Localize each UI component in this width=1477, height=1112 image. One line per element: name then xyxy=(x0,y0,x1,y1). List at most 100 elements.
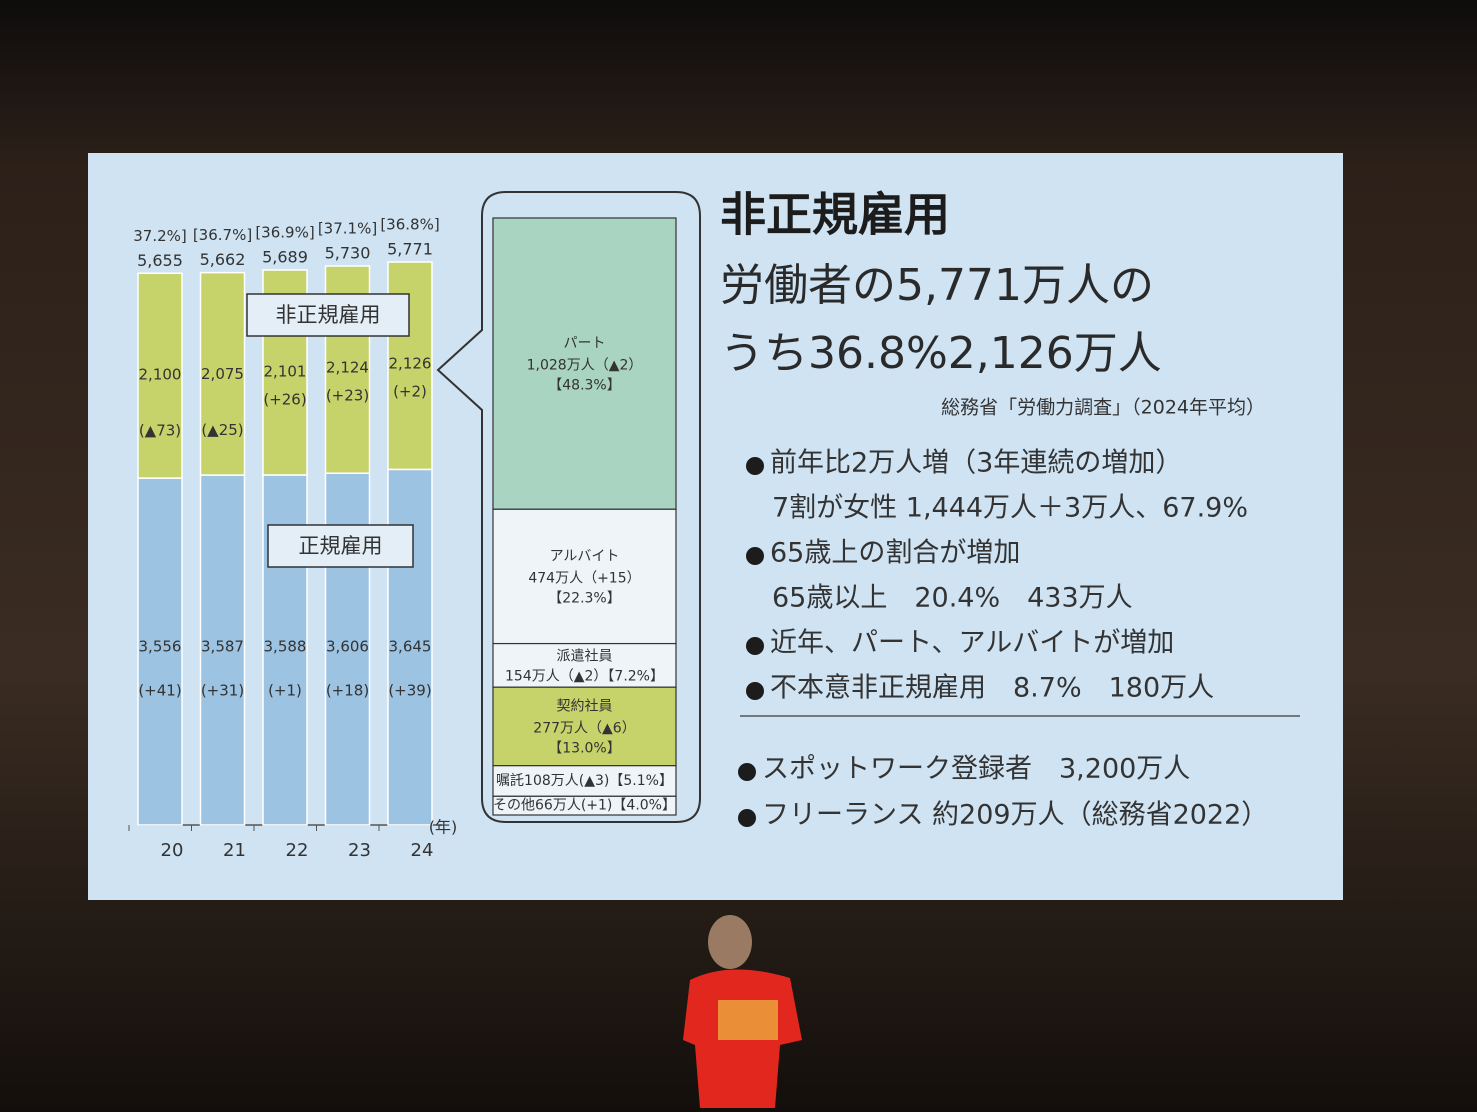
segment-label-part: 277万人（▲6） xyxy=(533,720,635,736)
segment-label-part: その他 xyxy=(493,798,535,814)
legend-label: 非正規雇用 xyxy=(276,303,381,327)
bullet-dot xyxy=(738,763,756,781)
bullet-text: 前年比2万人増（3年連続の増加） xyxy=(770,448,1182,479)
value-label: 2,100 xyxy=(139,366,182,384)
segment-label: 1,028万人（▲2） xyxy=(527,358,643,374)
segment-label-part: 154万人（▲2） xyxy=(505,668,607,684)
segment-label-part: 108万人(▲3) xyxy=(524,773,609,789)
headline: 労働者の5,771万人の xyxy=(720,260,1154,311)
segment-label-part: パート xyxy=(564,336,606,352)
speaker xyxy=(683,915,802,1108)
total-label: 5,662 xyxy=(200,250,246,269)
breakdown-segment xyxy=(492,765,677,797)
change-label: (+41) xyxy=(138,682,181,700)
share-label: 37.2%] xyxy=(133,227,187,245)
breakdown-segment xyxy=(492,508,677,645)
bullet-text: 65歳上の割合が増加 xyxy=(770,538,1020,569)
segment-label-part: 【22.3%】 xyxy=(548,590,620,606)
change-label: (+39) xyxy=(388,682,431,700)
bullet-dot xyxy=(738,809,756,827)
legend-box xyxy=(267,524,414,568)
bullet-detail: 65歳以上 20.4% 433万人 xyxy=(772,583,1133,614)
breakdown-segment xyxy=(492,686,677,767)
change-label: (▲25) xyxy=(201,421,243,439)
segment-label: 474万人（+15） xyxy=(528,570,640,586)
x-tick-label: 24 xyxy=(411,840,434,861)
headline: うち36.8%2,126万人 xyxy=(720,328,1162,379)
value-label: 3,556 xyxy=(139,638,182,656)
bullet-dot xyxy=(746,457,764,475)
bullet-dot xyxy=(746,637,764,655)
segment-label: 【22.3%】 xyxy=(548,590,620,606)
segment-label-part: 66万人(+1) xyxy=(535,798,612,814)
bar-segment xyxy=(137,272,183,479)
segment-label-part: 派遣社員 xyxy=(557,648,613,664)
segment-label-part: 【4.0%】 xyxy=(612,798,676,814)
bar-segment xyxy=(137,477,183,826)
x-unit-label: (年) xyxy=(429,818,458,837)
total-label: 5,730 xyxy=(325,243,371,262)
change-label: (+23) xyxy=(326,386,369,404)
segment-label: 【13.0%】 xyxy=(548,740,620,756)
bullet-detail: 7割が女性 1,444万人＋3万人、67.9% xyxy=(772,493,1248,524)
total-label: 5,689 xyxy=(262,247,308,266)
value-label: 2,101 xyxy=(264,362,307,380)
legend-label: 正規雇用 xyxy=(299,534,383,558)
bullet-text: スポットワーク登録者 3,200万人 xyxy=(762,754,1190,785)
segment-label: アルバイト xyxy=(550,548,620,564)
bullet-dot xyxy=(746,682,764,700)
bullet-text: 近年、パート、アルバイトが増加 xyxy=(770,628,1174,659)
total-label: 5,771 xyxy=(387,240,433,259)
change-label: (+18) xyxy=(326,682,369,700)
x-tick-label: 23 xyxy=(348,840,371,861)
breakdown-segment xyxy=(492,217,677,510)
change-label: (+2) xyxy=(393,383,427,401)
bullet-list: 前年比2万人増（3年連続の増加） 7割が女性 1,444万人＋3万人、67.9% 6… xyxy=(738,448,1268,831)
bullet-text: フリーランス 約209万人（総務省2022） xyxy=(762,800,1268,831)
x-tick-label: 20 xyxy=(161,840,184,861)
segment-label-part: 1,028万人（▲2） xyxy=(527,358,643,374)
value-label: 2,075 xyxy=(201,365,244,383)
source: 総務省「労働力調査」（2024年平均） xyxy=(941,397,1265,419)
change-label: (+1) xyxy=(268,682,302,700)
segment-label-part: 契約社員 xyxy=(557,698,613,714)
value-label: 2,126 xyxy=(389,355,432,373)
segment-label: 派遣社員 xyxy=(557,648,613,664)
change-label: (+26) xyxy=(263,390,306,408)
segment-label: 277万人（▲6） xyxy=(533,720,635,736)
bullet-dot xyxy=(746,547,764,565)
segment-label-part: アルバイト xyxy=(550,548,620,564)
bullet-text: 不本意非正規雇用 8.7% 180万人 xyxy=(770,673,1214,704)
slide-title: 非正規雇用 xyxy=(720,188,950,242)
segment-label-part: 【48.3%】 xyxy=(548,378,620,394)
segment-label: パート xyxy=(564,336,606,352)
value-label: 3,606 xyxy=(326,638,369,656)
change-label: (▲73) xyxy=(139,422,181,440)
segment-label: その他66万人(+1)【4.0%】 xyxy=(493,798,676,814)
segment-label-part: 【13.0%】 xyxy=(548,740,620,756)
value-label: 2,124 xyxy=(326,358,369,376)
segment-label-part: 【7.2%】 xyxy=(607,668,664,684)
segment-label: 【48.3%】 xyxy=(548,378,620,394)
bar-segment xyxy=(199,271,246,476)
value-label: 3,645 xyxy=(389,638,432,656)
value-label: 3,588 xyxy=(264,638,307,656)
segment-label: 契約社員 xyxy=(557,698,613,714)
segment-label-part: 【5.1%】 xyxy=(609,773,673,789)
x-tick-label: 21 xyxy=(223,840,246,861)
share-label: [37.1%] xyxy=(318,219,377,237)
segment-label: 154万人（▲2）【7.2%】 xyxy=(505,668,664,684)
segment-label: 嘱託108万人(▲3)【5.1%】 xyxy=(496,773,673,789)
total-label: 5,655 xyxy=(137,251,183,270)
change-label: (+31) xyxy=(201,682,244,700)
legend-box xyxy=(246,293,410,337)
chart: 20 3,556 (+41) 2,100 (▲73) 5,655 37.2%] 21 3,587… xyxy=(128,216,677,861)
segment-label-part: 474万人（+15） xyxy=(528,570,640,586)
share-label: [36.7%] xyxy=(193,226,252,244)
x-tick-label: 22 xyxy=(286,840,309,861)
breakdown-segment xyxy=(492,795,677,816)
share-label: [36.9%] xyxy=(255,223,314,241)
share-label: [36.8%] xyxy=(380,216,439,234)
value-label: 3,587 xyxy=(201,638,244,656)
